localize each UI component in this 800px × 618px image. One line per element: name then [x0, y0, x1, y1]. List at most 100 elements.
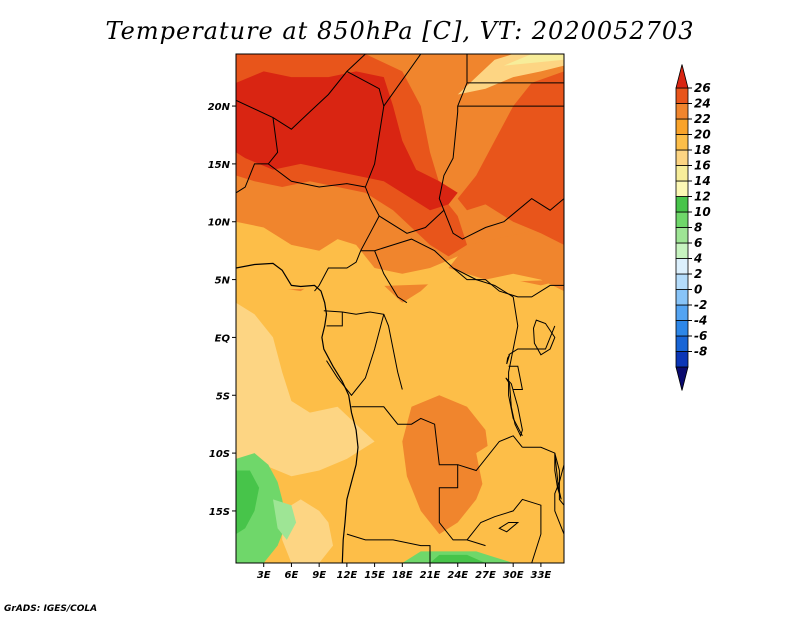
- country-border-8: [314, 186, 380, 292]
- colorbar-label: 8: [694, 221, 702, 235]
- colorbar-label: 6: [694, 236, 702, 250]
- country-border-17: [346, 533, 431, 563]
- colorbar-swatch: [675, 289, 689, 306]
- temperature-region-17: [430, 554, 486, 563]
- temperature-region-15: [273, 499, 297, 540]
- country-border-11: [374, 250, 408, 304]
- country-borders: [236, 54, 564, 563]
- lat-tick-label: 5N: [215, 276, 231, 287]
- colorbar-label: 16: [694, 159, 711, 173]
- colorbar-label: 18: [694, 143, 711, 157]
- lake-outline-4: [506, 354, 510, 365]
- colorbar-label: -8: [694, 345, 707, 359]
- temperature-region-10: [236, 71, 458, 211]
- latitude-axis: 20N 15N 10N 5N EQ 5S 10S 15S: [208, 102, 236, 518]
- country-border-20: [508, 296, 523, 437]
- lon-tick-label: 9E: [312, 570, 326, 581]
- country-border-1: [236, 117, 279, 194]
- country-border-5: [438, 54, 468, 211]
- colorbar-label: 10: [694, 205, 711, 219]
- lon-tick-label: 12E: [336, 570, 357, 581]
- colorbar-swatch: [675, 103, 689, 120]
- temperature-region-6: [476, 441, 523, 511]
- temperature-fills: [236, 54, 564, 563]
- lake-outline-2: [554, 453, 562, 500]
- temperature-region-12: [503, 54, 564, 66]
- lon-tick-label: 27E: [475, 570, 496, 581]
- country-border-15: [326, 314, 385, 397]
- coastline-0: [236, 262, 359, 563]
- colorbar-label: -6: [694, 329, 707, 343]
- lat-tick-label: 10N: [208, 218, 231, 229]
- colorbar-label: 24: [694, 97, 711, 111]
- lake-outline-0: [532, 319, 556, 356]
- temperature-region-14: [236, 470, 260, 535]
- colorbar-swatch: [675, 320, 689, 337]
- lon-tick-label: 33E: [531, 570, 552, 581]
- colorbar-swatch: [675, 180, 689, 197]
- lat-tick-label: 15S: [209, 507, 230, 518]
- colorbar-label: 20: [694, 128, 711, 142]
- colorbar-swatch: [675, 134, 689, 151]
- country-border-21: [508, 325, 556, 356]
- colorbar-swatch: [675, 227, 689, 244]
- lon-tick-label: 18E: [392, 570, 413, 581]
- colorbar-label: -2: [694, 298, 707, 312]
- colorbar-swatch: [675, 87, 689, 104]
- country-border-24: [554, 464, 564, 535]
- colorbar-swatch: [675, 196, 689, 213]
- lake-outline-3: [498, 522, 520, 533]
- temperature-region-1: [236, 273, 564, 563]
- colorbar-swatch: [675, 118, 689, 135]
- country-border-14: [326, 312, 343, 327]
- colorbar-swatch-min: [675, 366, 689, 391]
- country-border-10: [360, 238, 514, 298]
- temperature-region-7: [448, 221, 564, 292]
- colorbar-swatch: [675, 351, 689, 368]
- temperature-region-4: [282, 499, 333, 563]
- lon-tick-label: 24E: [447, 570, 468, 581]
- map-frame: [235, 53, 565, 564]
- colorbar-label: 12: [694, 190, 711, 204]
- colorbar-label: 14: [694, 174, 711, 188]
- colorbar-swatch: [675, 242, 689, 259]
- longitude-axis: 3E 6E 9E 12E 15E 18E 21E 24E 27E 30E 33E: [257, 563, 552, 581]
- colorbar-label: 4: [693, 252, 702, 266]
- temperature-region-9: [457, 71, 564, 245]
- colorbar-swatch: [675, 258, 689, 275]
- map-title: Temperature at 850hPa [C], VT: 202005270…: [105, 17, 695, 45]
- lat-tick-label: 5S: [216, 391, 230, 402]
- colorbar-swatch: [675, 335, 689, 352]
- colorbar-swatch: [675, 211, 689, 228]
- country-border-16: [351, 406, 486, 547]
- lon-tick-label: 30E: [503, 570, 524, 581]
- country-border-4: [383, 54, 422, 107]
- country-border-18: [457, 435, 523, 472]
- colorbar-swatch: [675, 165, 689, 182]
- map-plot: [236, 54, 564, 563]
- lake-outline-1: [505, 377, 523, 438]
- lon-tick-label: 6E: [285, 570, 299, 581]
- country-border-19: [466, 498, 542, 563]
- country-border-9: [378, 197, 564, 240]
- colorbar-swatch-max: [675, 64, 689, 89]
- colorbar-label: -4: [694, 314, 707, 328]
- lat-tick-label: EQ: [215, 333, 231, 344]
- lat-tick-label: 15N: [208, 160, 231, 171]
- country-border-23: [522, 446, 564, 506]
- temperature-region-3: [236, 302, 375, 477]
- lon-tick-label: 15E: [364, 570, 385, 581]
- lat-tick-label: 20N: [208, 102, 231, 113]
- country-border-12: [452, 267, 564, 298]
- colorbar-label: 2: [694, 267, 702, 281]
- grads-credit: GrADS: IGES/COLA: [4, 604, 98, 614]
- country-border-3: [346, 70, 385, 188]
- lon-tick-label: 21E: [420, 570, 441, 581]
- temperature-region-11: [457, 54, 564, 95]
- colorbar-swatch: [675, 304, 689, 321]
- colorbar-label: 26: [694, 81, 711, 95]
- colorbar-label: 0: [694, 283, 702, 297]
- lat-tick-label: 10S: [209, 449, 230, 460]
